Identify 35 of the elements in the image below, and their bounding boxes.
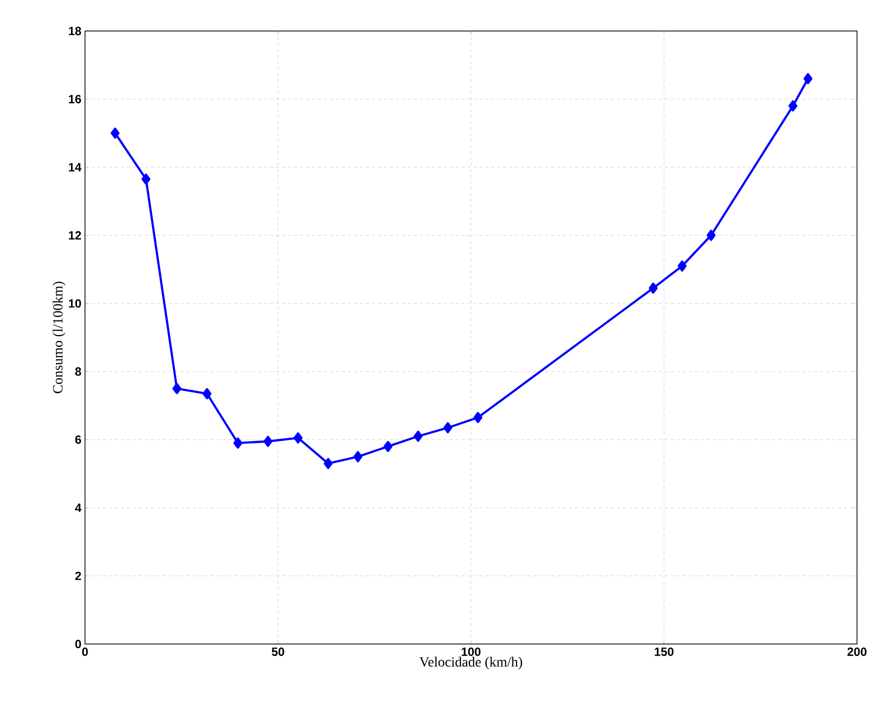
point xyxy=(324,458,333,470)
point xyxy=(172,382,182,394)
point xyxy=(474,412,482,424)
point xyxy=(648,282,658,294)
y-tick-label: 14 xyxy=(68,163,82,172)
x-tick-label: 100 xyxy=(462,648,480,656)
x-tick-label: 150 xyxy=(654,648,674,656)
y-tick-label: 16 xyxy=(68,94,82,104)
point xyxy=(788,100,798,112)
y-tick-label: 0 xyxy=(75,640,81,648)
point xyxy=(384,440,392,452)
point xyxy=(233,437,242,449)
y-tick-label: 10 xyxy=(68,299,81,308)
y-tick-label: 18 xyxy=(68,26,82,36)
y-tick-label: 4 xyxy=(75,504,82,512)
point xyxy=(443,422,452,434)
y-axis-title: Consumo (l/100km) xyxy=(52,282,66,394)
y-tick-label: 12 xyxy=(68,231,82,240)
x-axis-title: Velocidade (km/h) xyxy=(419,656,522,670)
x-tick-label: 0 xyxy=(82,648,88,656)
point xyxy=(353,451,362,462)
y-tick-label: 8 xyxy=(75,367,82,376)
point xyxy=(414,430,423,442)
point xyxy=(110,128,120,139)
x-tick-label: 50 xyxy=(272,648,284,656)
point xyxy=(804,73,812,84)
y-tick-label: 2 xyxy=(75,572,82,580)
point xyxy=(202,388,212,400)
point xyxy=(294,432,303,444)
point xyxy=(142,174,150,185)
point xyxy=(264,436,272,447)
y-tick-label: 6 xyxy=(75,435,82,444)
x-tick-label: 200 xyxy=(847,648,866,656)
point xyxy=(678,260,687,272)
point xyxy=(706,230,716,241)
